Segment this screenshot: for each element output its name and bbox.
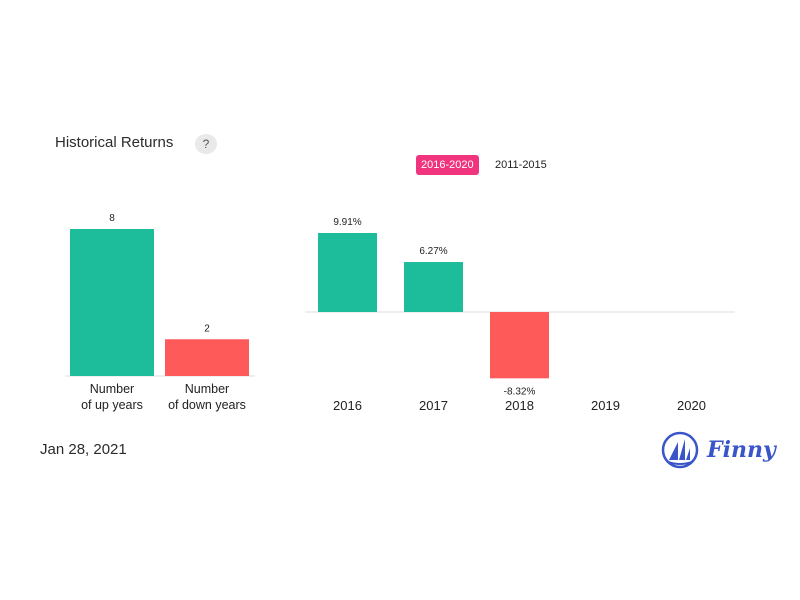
category-label: of down years — [168, 398, 246, 412]
year-label: 2019 — [591, 398, 620, 413]
bar — [318, 233, 377, 312]
year-label: 2020 — [677, 398, 706, 413]
up-down-years-chart: 8 Number of up years 2 Number of down years — [65, 213, 255, 412]
bar — [70, 229, 154, 376]
data-label: 2 — [204, 323, 210, 334]
category-label: Number — [90, 382, 134, 396]
help-icon[interactable]: ? — [195, 134, 217, 154]
finny-logo: Finny — [660, 430, 776, 472]
yearly-returns-chart: 9.91% 2016 6.27% 2017 -8.32%2018 2019 2020 — [305, 217, 735, 413]
data-label: 8 — [109, 213, 115, 224]
category-label: of up years — [81, 398, 143, 412]
category-label: Number — [185, 382, 229, 396]
data-label: -8.32% — [504, 386, 536, 397]
tab-2016-2020[interactable]: 2016-2020 — [416, 155, 479, 175]
year-label: 2016 — [333, 398, 362, 413]
tab-2011-2015[interactable]: 2011-2015 — [495, 159, 547, 171]
as-of-date: Jan 28, 2021 — [40, 441, 127, 458]
bar — [165, 339, 249, 376]
year-label: 2017 — [419, 398, 448, 413]
logo-text: Finny — [707, 437, 776, 463]
bar — [490, 312, 549, 379]
data-label: 6.27% — [419, 246, 447, 257]
data-label: 9.91% — [333, 217, 361, 228]
chart-title: Historical Returns — [55, 134, 174, 151]
bar — [404, 262, 463, 312]
sailboat-icon — [661, 431, 699, 469]
year-label: 2018 — [505, 398, 534, 413]
